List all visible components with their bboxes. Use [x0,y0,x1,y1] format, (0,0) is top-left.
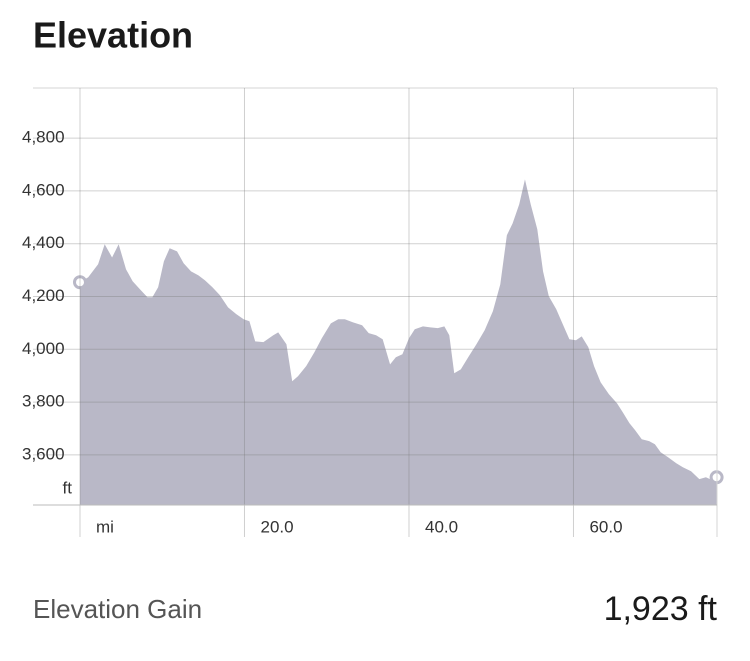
y-tick-label: 3,800 [22,392,65,411]
x-tick-label: 20.0 [260,517,293,536]
plot: 3,600 3,800 4,000 4,200 4,400 4,600 4,800 mi 20.… [22,87,724,537]
y-tick-label: 4,000 [22,339,65,358]
stat-value: 1,923 ft [604,590,718,628]
x-tick-label: 60.0 [589,517,622,536]
y-tick-label: 4,600 [22,180,65,199]
stat-label: Elevation Gain [33,594,202,624]
y-tick-label: 4,800 [22,128,65,147]
x-tick-label: 40.0 [425,517,458,536]
y-tick-label: 4,200 [22,286,65,305]
y-tick-label: 4,400 [22,233,65,252]
y-tick-label: 3,600 [22,444,65,463]
chart-title: Elevation [33,15,193,56]
y-axis-unit: ft [63,478,73,497]
endpoint-marker [73,275,87,290]
x-tick-label: mi [96,517,114,536]
elevation-area [80,179,717,505]
